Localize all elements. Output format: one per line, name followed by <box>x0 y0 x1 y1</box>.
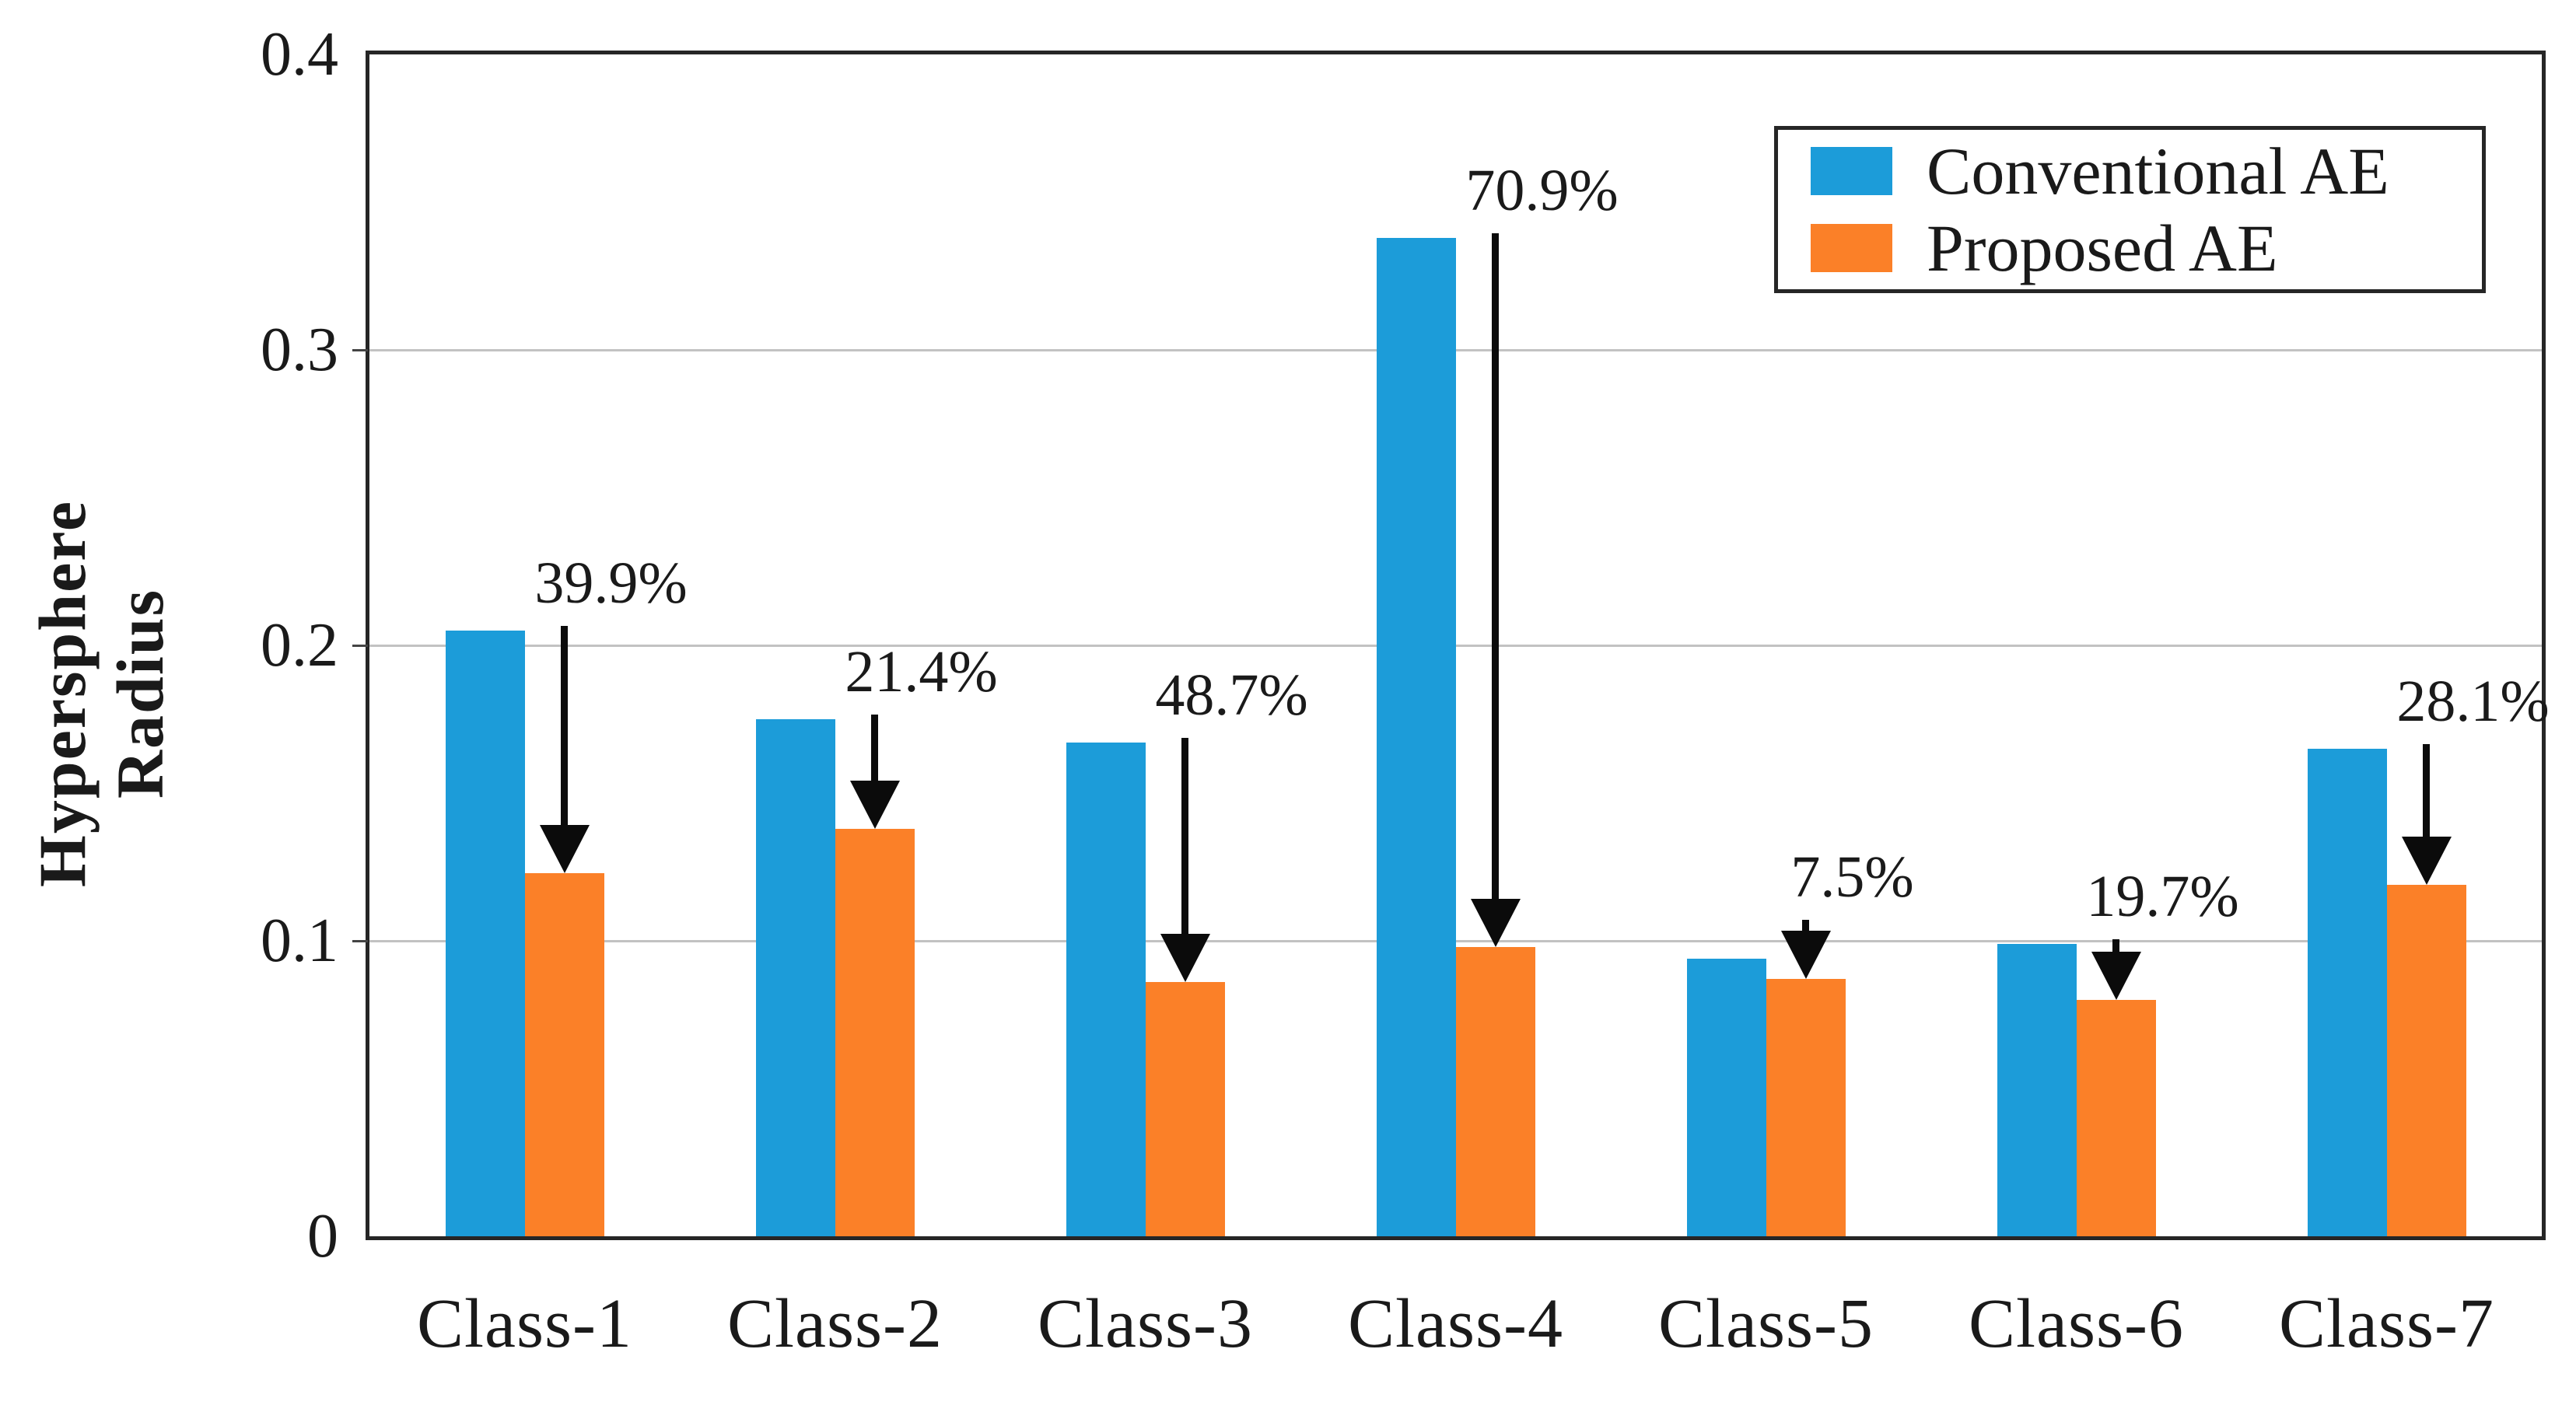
y-tick-label-0.3: 0.3 <box>261 316 338 384</box>
x-axis-label-Class-7: Class-7 <box>2279 1285 2494 1362</box>
bar-proposed-Class-6 <box>2076 1000 2156 1236</box>
x-axis-label-Class-3: Class-3 <box>1038 1285 1253 1362</box>
y-tick-mark-0.3 <box>352 349 368 351</box>
bar-proposed-Class-4 <box>1455 946 1535 1236</box>
x-axis-label-Class-6: Class-6 <box>1969 1285 2184 1362</box>
bar-proposed-Class-3 <box>1145 982 1225 1236</box>
y-tick-label-0.1: 0.1 <box>261 907 338 975</box>
y-tick-label-0.4: 0.4 <box>261 20 338 89</box>
y-axis-title-line1: Hypersphere <box>25 499 100 888</box>
reduction-arrow-shaft-Class-1 <box>561 626 568 825</box>
reduction-arrow-shaft-Class-4 <box>1492 232 1499 899</box>
reduction-arrow-head-icon-Class-4 <box>1470 898 1521 947</box>
reduction-arrow-shaft-Class-7 <box>2423 744 2430 837</box>
reduction-arrow-head-icon-Class-7 <box>2401 836 2452 885</box>
y-tick-label-0.2: 0.2 <box>261 611 338 680</box>
reduction-arrow-head-icon-Class-5 <box>1780 931 1831 980</box>
y-tick-mark-0.1 <box>352 940 368 942</box>
bar-conventional-Class-3 <box>1066 743 1146 1236</box>
grid-line-0.2 <box>369 645 2542 647</box>
y-tick-label-0: 0 <box>307 1202 338 1270</box>
legend-swatch-proposed-icon <box>1811 224 1892 272</box>
reduction-label-Class-4: 70.9% <box>1465 157 1619 223</box>
reduction-arrow-head-icon-Class-2 <box>849 780 900 829</box>
x-axis-label-Class-2: Class-2 <box>727 1285 943 1362</box>
bar-conventional-Class-1 <box>445 631 525 1236</box>
reduction-arrow-shaft-Class-6 <box>2112 938 2119 952</box>
reduction-label-Class-3: 48.7% <box>1155 662 1308 729</box>
bar-proposed-Class-1 <box>524 872 604 1236</box>
bar-conventional-Class-4 <box>1376 237 1456 1236</box>
reduction-label-Class-1: 39.9% <box>534 550 688 616</box>
legend-label-proposed: Proposed AE <box>1927 211 2278 285</box>
x-axis-label-Class-5: Class-5 <box>1658 1285 1874 1362</box>
bar-conventional-Class-5 <box>1686 958 1766 1236</box>
bar-conventional-Class-2 <box>755 719 835 1236</box>
reduction-arrow-head-icon-Class-1 <box>539 824 590 873</box>
reduction-arrow-shaft-Class-2 <box>871 715 878 781</box>
legend-swatch-conventional-icon <box>1811 147 1892 195</box>
reduction-label-Class-2: 21.4% <box>845 639 998 704</box>
bar-proposed-Class-7 <box>2386 884 2466 1236</box>
legend-row-proposed: Proposed AE <box>1811 212 2482 284</box>
plot-area <box>366 51 2546 1240</box>
legend-row-conventional: Conventional AE <box>1811 135 2482 207</box>
reduction-arrow-shaft-Class-5 <box>1802 920 1809 931</box>
bar-conventional-Class-6 <box>1997 943 2077 1236</box>
bar-proposed-Class-2 <box>835 828 915 1236</box>
reduction-arrow-shaft-Class-3 <box>1181 738 1188 935</box>
legend-label-conventional: Conventional AE <box>1927 134 2389 208</box>
bar-conventional-Class-7 <box>2307 749 2387 1236</box>
reduction-label-Class-5: 7.5% <box>1790 844 1914 910</box>
reduction-label-Class-7: 28.1% <box>2396 669 2550 734</box>
grid-line-0.1 <box>369 940 2542 942</box>
grid-line-0.3 <box>369 349 2542 351</box>
legend: Conventional AE Proposed AE <box>1774 126 2486 293</box>
reduction-label-Class-6: 19.7% <box>2086 863 2239 929</box>
bar-proposed-Class-5 <box>1766 979 1846 1236</box>
reduction-arrow-head-icon-Class-3 <box>1160 934 1210 983</box>
y-tick-mark-0.2 <box>352 645 368 647</box>
reduction-arrow-head-icon-Class-6 <box>2091 952 2141 1000</box>
x-axis-label-Class-4: Class-4 <box>1348 1285 1563 1362</box>
x-axis-label-Class-1: Class-1 <box>417 1285 632 1362</box>
